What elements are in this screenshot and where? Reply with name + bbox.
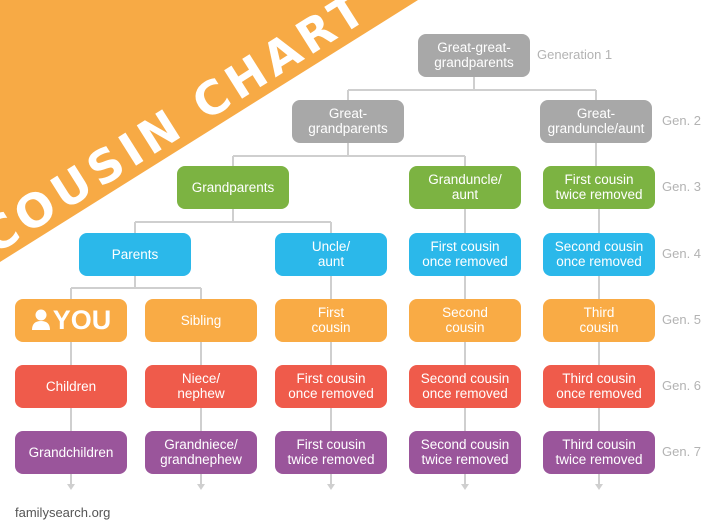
relationship-node: Niece/ nephew — [145, 364, 257, 408]
relationship-node: Second cousin twice removed — [409, 430, 521, 474]
relationship-node: Second cousin once removed — [409, 364, 521, 408]
down-arrow-icon — [197, 484, 205, 490]
relationship-node: First cousin twice removed — [275, 430, 387, 474]
relationship-node: First cousin once removed — [409, 232, 521, 276]
generation-label: Gen. 7 — [662, 444, 702, 459]
generation-label: Gen. 3 — [662, 179, 702, 194]
relationship-node: First cousin once removed — [275, 364, 387, 408]
relationship-node: Second cousin once removed — [543, 232, 655, 276]
generation-label: Gen. 4 — [662, 246, 702, 261]
node-you: YOU — [15, 298, 127, 342]
relationship-node: Third cousin once removed — [543, 364, 655, 408]
relationship-node: Parents — [79, 232, 191, 276]
generation-label: Generation 1 — [537, 47, 613, 62]
generation-label: Gen. 5 — [662, 312, 702, 327]
relationship-node: Grandparents — [177, 165, 289, 209]
down-arrow-icon — [595, 484, 603, 490]
relationship-node: Grandniece/ grandnephew — [145, 430, 257, 474]
relationship-node: Great-great- grandparents — [418, 33, 530, 77]
relationship-node: Sibling — [145, 298, 257, 342]
relationship-node: Children — [15, 364, 127, 408]
relationship-node: First cousin twice removed — [543, 165, 655, 209]
relationship-node: Great- grandparents — [292, 99, 404, 143]
node-label: YOU — [52, 304, 112, 335]
relationship-node: First cousin — [275, 298, 387, 342]
relationship-node: Granduncle/ aunt — [409, 165, 521, 209]
relationship-node: Third cousin — [543, 298, 655, 342]
relationship-node: Second cousin — [409, 298, 521, 342]
footer-source: familysearch.org — [15, 505, 111, 520]
down-arrow-icon — [67, 484, 75, 490]
relationship-node: Grandchildren — [15, 430, 127, 474]
relationship-node: Third cousin twice removed — [543, 430, 655, 474]
generation-label: Gen. 6 — [662, 378, 702, 393]
relationship-node: Great- granduncle/aunt — [540, 99, 652, 143]
generation-label: Gen. 2 — [662, 113, 702, 128]
relationship-node: Uncle/ aunt — [275, 232, 387, 276]
down-arrow-icon — [327, 484, 335, 490]
down-arrow-icon — [461, 484, 469, 490]
person-icon — [31, 309, 50, 330]
